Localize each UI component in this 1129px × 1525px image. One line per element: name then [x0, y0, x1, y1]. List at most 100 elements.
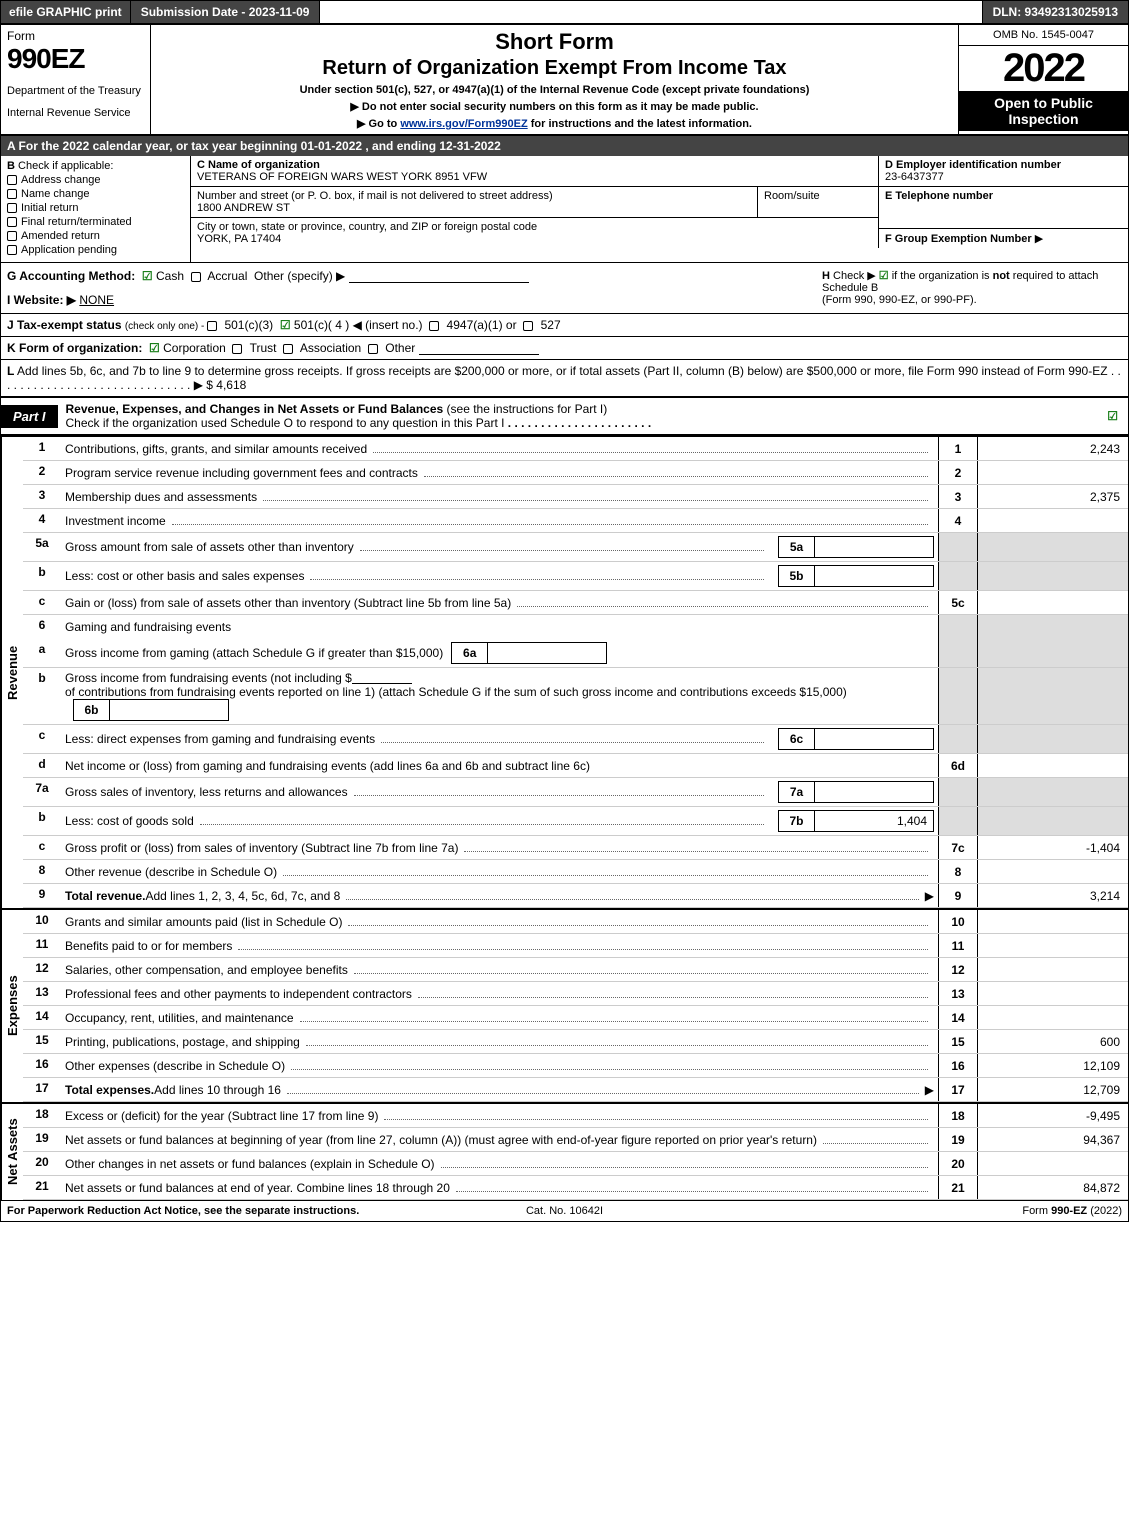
chk-527[interactable]: [523, 321, 533, 331]
ln6a-subval: [487, 642, 607, 664]
ln14-col: 14: [938, 1006, 978, 1029]
ln6c-sublbl: 6c: [778, 728, 814, 750]
ln6c-col-shade: [938, 725, 978, 753]
ln7a-sublbl: 7a: [778, 781, 814, 803]
k-other-input[interactable]: [419, 343, 539, 355]
ln18-num: 18: [23, 1104, 61, 1127]
ln17-arrow: ▶: [925, 1083, 934, 1097]
ln1-val: 2,243: [978, 437, 1128, 460]
ln17-num: 17: [23, 1078, 61, 1101]
l-arrow: ▶: [194, 378, 203, 392]
lbl-address-change: Address change: [21, 174, 101, 186]
chk-address-change[interactable]: [7, 175, 17, 185]
line-4: 4 Investment income 4: [23, 509, 1128, 533]
ln5a-desc: Gross amount from sale of assets other t…: [65, 540, 354, 554]
section-l: L Add lines 5b, 6c, and 7b to line 9 to …: [1, 360, 1128, 397]
chk-initial-return[interactable]: [7, 203, 17, 213]
c-label: C Name of organization: [197, 159, 872, 171]
ln19-num: 19: [23, 1128, 61, 1151]
part1-note: (see the instructions for Part I): [447, 402, 608, 416]
ln6d-col: 6d: [938, 754, 978, 777]
section-k: K Form of organization: ☑ Corporation Tr…: [1, 337, 1128, 360]
ln9-num: 9: [23, 884, 61, 907]
ln17-val: 12,709: [978, 1078, 1128, 1101]
ln1-desc: Contributions, gifts, grants, and simila…: [65, 442, 367, 456]
section-j: J Tax-exempt status (check only one) - 5…: [1, 314, 1128, 337]
chk-app-pending[interactable]: [7, 245, 17, 255]
line-12: 12 Salaries, other compensation, and emp…: [23, 958, 1128, 982]
irs: Internal Revenue Service: [7, 107, 144, 119]
ln5c-val: [978, 591, 1128, 614]
ln6b-sublbl: 6b: [73, 699, 109, 721]
chk-trust[interactable]: [232, 344, 242, 354]
ln20-col: 20: [938, 1152, 978, 1175]
irs-link[interactable]: www.irs.gov/Form990EZ: [400, 118, 527, 130]
lbl-amended: Amended return: [21, 230, 100, 242]
ln5a-num: 5a: [23, 533, 61, 561]
ln9-col: 9: [938, 884, 978, 907]
topbar-spacer: [320, 1, 982, 23]
row-a-calendar-year: A For the 2022 calendar year, or tax yea…: [1, 136, 1128, 156]
line-8: 8 Other revenue (describe in Schedule O)…: [23, 860, 1128, 884]
addr-label: Number and street (or P. O. box, if mail…: [197, 190, 751, 202]
ln2-num: 2: [23, 461, 61, 484]
ln6-col-shade: [938, 615, 978, 639]
ln21-num: 21: [23, 1176, 61, 1199]
dln: DLN: 93492313025913: [983, 1, 1128, 23]
ln6b-amount-input[interactable]: [352, 672, 412, 684]
ln17-col: 17: [938, 1078, 978, 1101]
lbl-name-change: Name change: [21, 188, 90, 200]
chk-final-return[interactable]: [7, 217, 17, 227]
ln8-col: 8: [938, 860, 978, 883]
side-revenue: Revenue: [1, 437, 23, 908]
ln4-num: 4: [23, 509, 61, 532]
chk-cash-icon: ☑: [142, 269, 153, 283]
ln9-arrow: ▶: [925, 889, 934, 903]
g-other-input[interactable]: [349, 271, 529, 283]
efile-print[interactable]: efile GRAPHIC print: [1, 1, 131, 23]
form-header: Form 990EZ Department of the Treasury In…: [1, 25, 1128, 136]
chk-4947[interactable]: [429, 321, 439, 331]
ln7a-col-shade: [938, 778, 978, 806]
ln13-desc: Professional fees and other payments to …: [65, 987, 412, 1001]
ln6-val-shade: [978, 615, 1128, 639]
chk-assoc[interactable]: [283, 344, 293, 354]
ln21-val: 84,872: [978, 1176, 1128, 1199]
ssn-warning: ▶ Do not enter social security numbers o…: [157, 100, 952, 113]
col-def: D Employer identification number 23-6437…: [878, 156, 1128, 248]
ln6a-desc: Gross income from gaming (attach Schedul…: [65, 646, 443, 660]
col-cde: C Name of organization VETERANS OF FOREI…: [191, 156, 1128, 262]
ln5b-subval: [814, 565, 934, 587]
website-value: NONE: [79, 293, 114, 307]
dept-treasury: Department of the Treasury: [7, 85, 144, 97]
line-11: 11 Benefits paid to or for members 11: [23, 934, 1128, 958]
ln10-val: [978, 910, 1128, 933]
addr-block: Number and street (or P. O. box, if mail…: [191, 187, 758, 217]
revenue-table: Revenue 1 Contributions, gifts, grants, …: [1, 435, 1128, 908]
ln10-desc: Grants and similar amounts paid (list in…: [65, 915, 342, 929]
subtitle-section: Under section 501(c), 527, or 4947(a)(1)…: [157, 84, 952, 96]
ln18-col: 18: [938, 1104, 978, 1127]
submission-date: Submission Date - 2023-11-09: [131, 1, 321, 23]
ln10-num: 10: [23, 910, 61, 933]
chk-name-change[interactable]: [7, 189, 17, 199]
ln6-num: 6: [23, 615, 61, 639]
chk-amended[interactable]: [7, 231, 17, 241]
page-footer: For Paperwork Reduction Act Notice, see …: [1, 1200, 1128, 1221]
j-501c3: 501(c)(3): [224, 318, 273, 332]
h-not: not: [993, 270, 1010, 282]
chk-other-org[interactable]: [368, 344, 378, 354]
ln3-desc: Membership dues and assessments: [65, 490, 257, 504]
part1-title: Revenue, Expenses, and Changes in Net As…: [58, 398, 1108, 434]
line-13: 13 Professional fees and other payments …: [23, 982, 1128, 1006]
line-2: 2 Program service revenue including gove…: [23, 461, 1128, 485]
ln7a-desc: Gross sales of inventory, less returns a…: [65, 785, 348, 799]
chk-accrual[interactable]: [191, 272, 201, 282]
ln21-col: 21: [938, 1176, 978, 1199]
chk-501c3[interactable]: [207, 321, 217, 331]
goto-line: ▶ Go to www.irs.gov/Form990EZ for instru…: [157, 117, 952, 130]
ln10-col: 10: [938, 910, 978, 933]
ln18-desc: Excess or (deficit) for the year (Subtra…: [65, 1109, 378, 1123]
footer-right: Form 990-EZ (2022): [750, 1205, 1122, 1217]
ln11-val: [978, 934, 1128, 957]
